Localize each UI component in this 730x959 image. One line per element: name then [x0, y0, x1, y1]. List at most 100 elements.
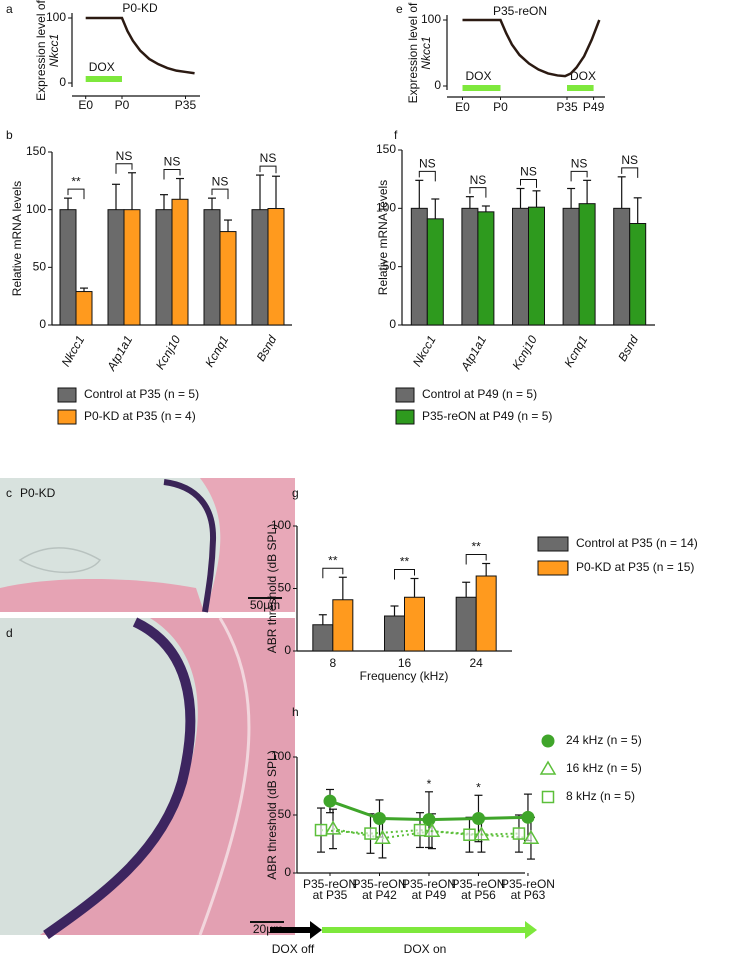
y-tick-label: 0: [284, 865, 291, 879]
legend-label: Control at P35 (n = 5): [84, 387, 199, 401]
treatment-label: DOX: [89, 60, 115, 74]
image-label: P0-KD: [20, 486, 56, 500]
bar: [75, 291, 93, 326]
legend-swatch: [537, 536, 569, 552]
bar: [107, 209, 125, 326]
y-tick-label: 150: [26, 144, 46, 158]
bar: [426, 218, 444, 326]
marker: [413, 823, 427, 837]
bar: [219, 231, 237, 326]
bar: [155, 209, 173, 326]
fiber: [198, 617, 251, 936]
y-axis-label: Nkcc1: [47, 34, 61, 67]
y-axis-label: Expression level of: [34, 0, 48, 101]
chart-title: P35-reON: [493, 4, 547, 18]
significance-label: **: [328, 553, 338, 567]
bar: [578, 203, 596, 326]
bar: [384, 615, 405, 652]
x-tick-label: at P63: [511, 888, 546, 902]
legend-swatch: [57, 409, 77, 425]
y-tick-label: 0: [389, 317, 396, 331]
chart-title: P0-KD: [122, 1, 158, 15]
bar: [629, 223, 647, 326]
marker: [324, 820, 342, 835]
x-tick-label: at P42: [362, 888, 397, 902]
marker: [521, 810, 535, 824]
x-tick-label: P35-reON: [303, 877, 357, 891]
bar: [203, 209, 221, 326]
significance-bracket: [465, 554, 487, 565]
x-tick-label: at P35: [313, 888, 348, 902]
stria-band: [163, 479, 217, 613]
histology-d: d 20μm: [0, 617, 295, 940]
panel-label: f: [394, 128, 398, 142]
y-tick-label: 100: [271, 518, 291, 532]
marker: [374, 829, 391, 844]
significance-label: *: [427, 777, 432, 791]
panel-label: b: [6, 128, 13, 142]
treatment-bar: [462, 85, 501, 91]
x-tick-label: Atp1a1: [458, 333, 490, 374]
significance-label: NS: [260, 151, 277, 165]
x-tick-label: P0: [115, 98, 130, 112]
x-tick-label: Kcnj10: [509, 333, 540, 372]
bar: [404, 596, 425, 652]
bar: [461, 207, 479, 326]
significance-label: NS: [116, 149, 133, 163]
y-tick-label: 50: [33, 260, 47, 274]
y-tick-label: 100: [26, 202, 46, 216]
marker: [522, 829, 540, 844]
legend-swatch: [57, 387, 77, 403]
significance-label: NS: [621, 153, 638, 167]
x-tick-label: E0: [455, 100, 470, 114]
x-tick-label: P35: [175, 98, 197, 112]
significance-label: NS: [571, 157, 588, 171]
bar: [123, 209, 141, 326]
x-tick-label: P0: [493, 100, 508, 114]
marker: [471, 811, 485, 825]
panel-label: g: [292, 486, 299, 500]
significance-label: **: [71, 174, 81, 188]
marker: [463, 828, 476, 841]
phase-label: DOX on: [404, 942, 447, 956]
x-tick-label: Atp1a1: [104, 333, 136, 374]
bar: [267, 208, 285, 326]
significance-label: NS: [470, 173, 487, 187]
y-axis-label: Nkcc1: [419, 36, 433, 69]
x-tick-label: Kcnq1: [202, 333, 231, 369]
treatment-bar: [85, 76, 122, 82]
x-tick-label: E0: [78, 98, 93, 112]
significance-label: NS: [419, 157, 436, 171]
membrane: [18, 547, 102, 574]
y-axis-label: ABR threshold (dB SPL): [265, 750, 279, 879]
y-axis-label: Relative mRNA levels: [376, 180, 390, 295]
significance-label: NS: [212, 174, 229, 188]
x-tick-label: P35-reON: [352, 877, 406, 891]
bar: [528, 206, 545, 326]
significance-bracket: [418, 170, 436, 182]
legend-label: 16 kHz (n = 5): [566, 761, 642, 775]
bar: [512, 207, 529, 326]
marker: [323, 794, 337, 808]
significance-bracket: [211, 188, 229, 200]
x-tick-label: at P49: [412, 888, 447, 902]
x-tick-label: Kcnj10: [153, 333, 184, 372]
y-tick-label: 100: [376, 201, 396, 215]
legend-swatch: [537, 560, 569, 576]
tissue: [40, 618, 295, 935]
y-tick-label: 0: [434, 78, 441, 92]
x-tick-label: Bsnd: [615, 333, 641, 364]
legend-label: P35-reON at P49 (n = 5): [422, 409, 552, 423]
significance-bracket: [520, 179, 537, 188]
phase-arrow: [322, 927, 527, 933]
stria-band: [43, 617, 196, 940]
x-tick-label: P35: [556, 100, 578, 114]
x-tick-label: Nkcc1: [59, 333, 88, 369]
y-tick-label: 50: [278, 807, 292, 821]
legend-label: P0-KD at P35 (n = 15): [576, 560, 694, 574]
scale-label: 50μm: [250, 598, 280, 612]
x-tick-label: 8: [329, 656, 336, 670]
panel-label: a: [6, 2, 13, 16]
legend-label: 8 kHz (n = 5): [566, 789, 635, 803]
